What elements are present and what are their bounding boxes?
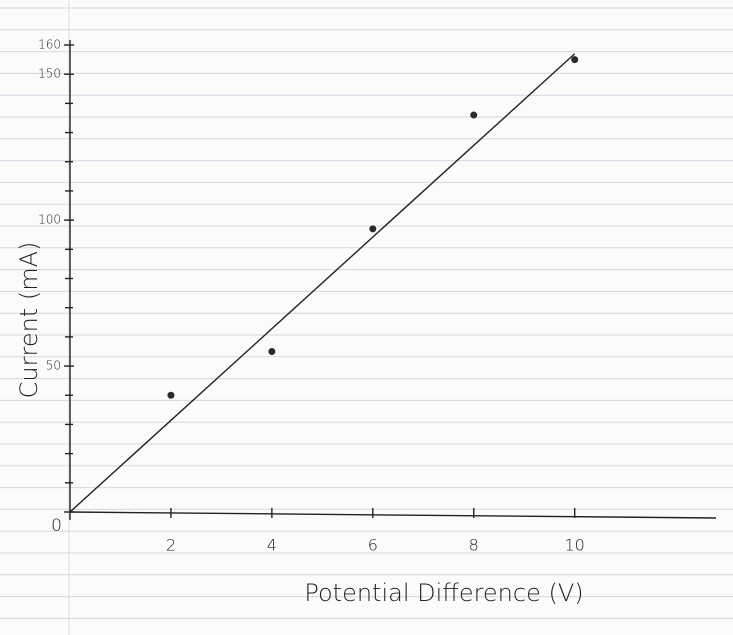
trend-line	[69, 53, 576, 513]
x-tick-label: 10	[565, 536, 585, 555]
y-tick-label: 100	[38, 213, 61, 227]
x-tick-label: 4	[267, 536, 277, 555]
y-tick-label: 160	[38, 38, 61, 52]
x-tick-label: 2	[166, 536, 176, 555]
data-point	[167, 391, 175, 399]
data-point	[369, 225, 377, 233]
y-tick-label: 0	[51, 516, 62, 536]
data-point	[571, 56, 579, 64]
x-tick-label: 8	[469, 536, 479, 555]
data-point	[268, 347, 276, 355]
y-tick-label: 150	[38, 67, 61, 81]
x-axis	[69, 511, 717, 519]
x-tick-label: 6	[368, 536, 378, 555]
y-axis-label: Current (mA)	[15, 242, 43, 399]
data-point	[470, 111, 478, 119]
x-axis-label: Potential Difference (V)	[304, 579, 583, 607]
y-tick-label: 50	[46, 359, 61, 373]
